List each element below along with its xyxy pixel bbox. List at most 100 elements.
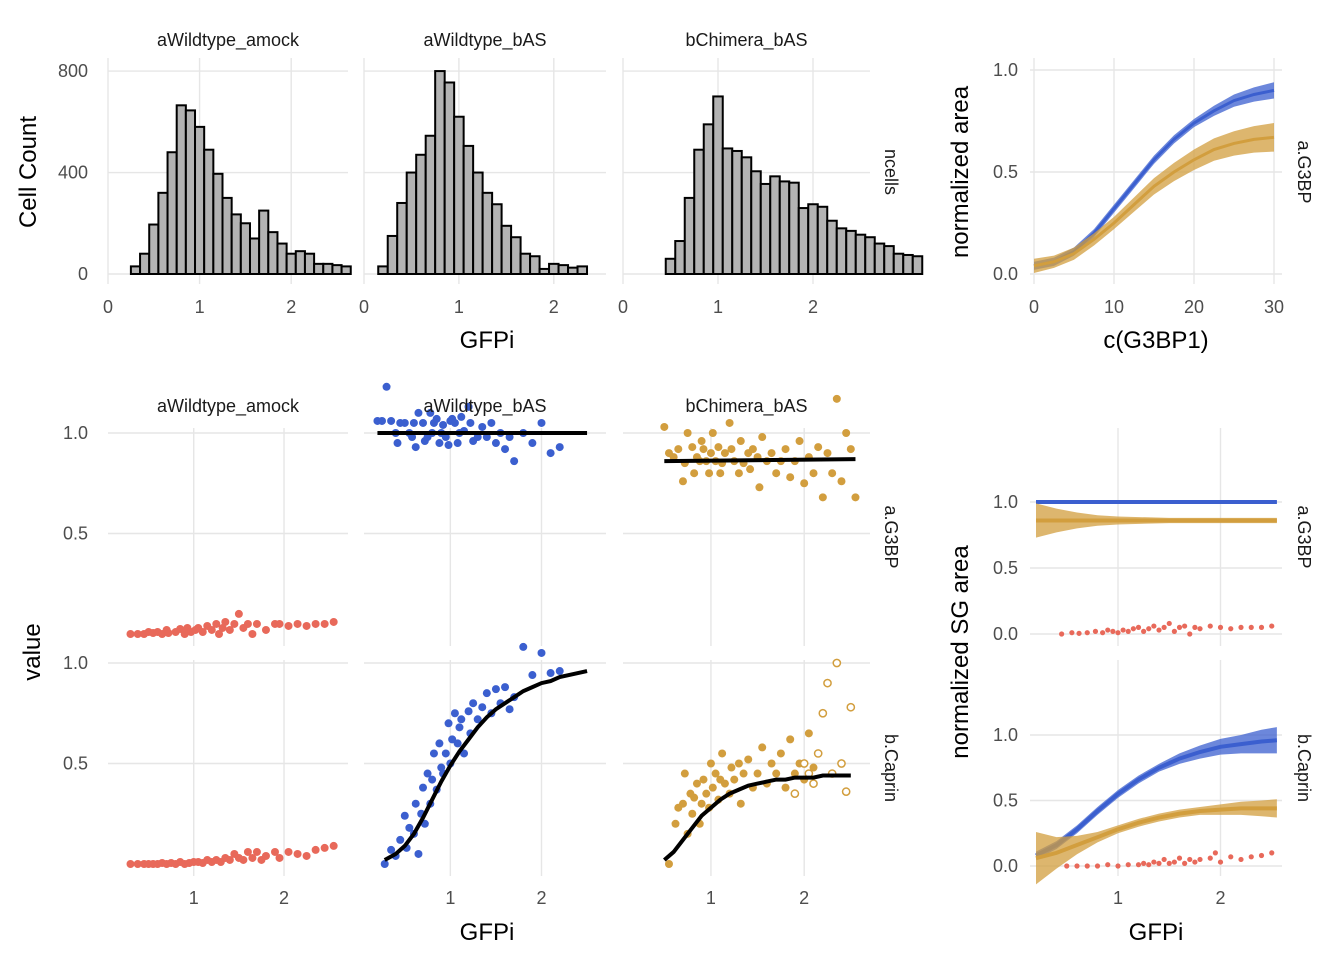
data-point bbox=[414, 408, 423, 417]
data-point bbox=[690, 469, 699, 478]
histogram-bar bbox=[258, 209, 270, 276]
data-point bbox=[781, 783, 790, 792]
data-point bbox=[437, 763, 446, 772]
data-point bbox=[537, 648, 546, 657]
data-point bbox=[444, 441, 453, 450]
data-point bbox=[505, 705, 514, 714]
data-point bbox=[469, 699, 478, 708]
fit-line bbox=[383, 669, 588, 862]
data-point bbox=[804, 729, 813, 738]
x-tick-label: 1 bbox=[189, 888, 199, 908]
histogram-bar bbox=[322, 262, 334, 276]
data-point bbox=[519, 642, 528, 651]
data-point bbox=[776, 749, 785, 758]
histogram-bar bbox=[443, 81, 456, 275]
data-point bbox=[1146, 862, 1152, 868]
data-point bbox=[708, 429, 717, 437]
data-point bbox=[753, 769, 762, 778]
data-point bbox=[482, 689, 491, 698]
outlier-point bbox=[841, 787, 851, 796]
x-tick-label: 2 bbox=[536, 888, 546, 908]
data-point bbox=[270, 847, 279, 856]
data-point bbox=[510, 457, 519, 466]
data-point bbox=[1248, 854, 1254, 860]
histogram-bar bbox=[778, 180, 791, 275]
data-point bbox=[225, 625, 234, 634]
y-tick-label: 1.0 bbox=[63, 423, 88, 443]
data-point bbox=[699, 445, 708, 454]
data-point bbox=[1130, 626, 1136, 632]
data-point bbox=[767, 449, 776, 458]
data-point bbox=[302, 621, 311, 630]
confidence-band bbox=[1034, 123, 1274, 273]
data-point bbox=[491, 439, 500, 448]
histogram-panel bbox=[363, 58, 606, 284]
outlier-point bbox=[837, 759, 846, 768]
histogram-bar bbox=[434, 70, 446, 276]
data-point bbox=[781, 445, 790, 454]
data-point bbox=[1156, 627, 1162, 633]
data-point bbox=[1105, 627, 1111, 633]
data-point bbox=[1146, 626, 1152, 632]
data-point bbox=[1141, 860, 1147, 866]
data-point bbox=[387, 845, 396, 854]
histogram-bar bbox=[405, 171, 418, 276]
data-point bbox=[702, 789, 711, 798]
histogram-bar bbox=[835, 227, 848, 275]
row-strip-label: b.Caprin bbox=[1294, 734, 1314, 802]
data-point bbox=[293, 619, 302, 628]
x-tick-label: 2 bbox=[799, 888, 809, 908]
data-point bbox=[671, 819, 680, 828]
data-point bbox=[690, 793, 699, 802]
x-axis-title: c(G3BP1) bbox=[1103, 327, 1208, 354]
data-point bbox=[1258, 852, 1265, 859]
data-point bbox=[818, 493, 827, 502]
data-point bbox=[814, 443, 823, 452]
histogram-bar bbox=[788, 181, 800, 275]
histogram-bar bbox=[510, 236, 522, 275]
histogram-bar bbox=[816, 205, 829, 275]
data-point bbox=[555, 443, 564, 452]
data-point bbox=[727, 445, 736, 454]
histogram-bar bbox=[303, 252, 316, 276]
data-point bbox=[537, 418, 546, 427]
data-point bbox=[261, 625, 270, 634]
data-point bbox=[1228, 854, 1234, 860]
data-point bbox=[311, 619, 320, 628]
data-point bbox=[851, 493, 860, 502]
data-point bbox=[411, 443, 420, 452]
x-tick-label: 2 bbox=[286, 297, 296, 317]
data-point bbox=[1064, 863, 1070, 869]
data-point bbox=[746, 465, 755, 474]
y-tick-label: 0.5 bbox=[993, 162, 1018, 182]
histogram-bar bbox=[731, 149, 743, 276]
data-point bbox=[1217, 624, 1224, 631]
data-point bbox=[198, 627, 207, 636]
data-point bbox=[1207, 855, 1213, 861]
histogram-bar bbox=[538, 267, 551, 275]
data-point bbox=[1125, 628, 1131, 634]
histogram-bar bbox=[567, 266, 579, 276]
data-point bbox=[688, 443, 697, 452]
data-point bbox=[432, 414, 441, 423]
data-point bbox=[429, 749, 438, 758]
histogram-bar bbox=[883, 245, 895, 276]
data-point bbox=[164, 628, 173, 637]
data-point bbox=[487, 418, 496, 427]
data-point bbox=[720, 779, 729, 788]
data-point bbox=[215, 630, 224, 638]
confidence-band bbox=[1036, 727, 1277, 860]
data-point bbox=[439, 420, 448, 429]
data-point bbox=[1238, 856, 1244, 863]
data-point bbox=[1217, 859, 1224, 865]
y-tick-label: 0 bbox=[78, 264, 88, 284]
data-point bbox=[1258, 624, 1265, 631]
data-point bbox=[748, 445, 757, 454]
x-tick-label: 2 bbox=[279, 888, 289, 908]
data-point bbox=[528, 671, 537, 680]
x-tick-label: 1 bbox=[445, 888, 455, 908]
data-point bbox=[419, 418, 428, 427]
data-point bbox=[453, 739, 462, 748]
data-point bbox=[212, 619, 221, 628]
